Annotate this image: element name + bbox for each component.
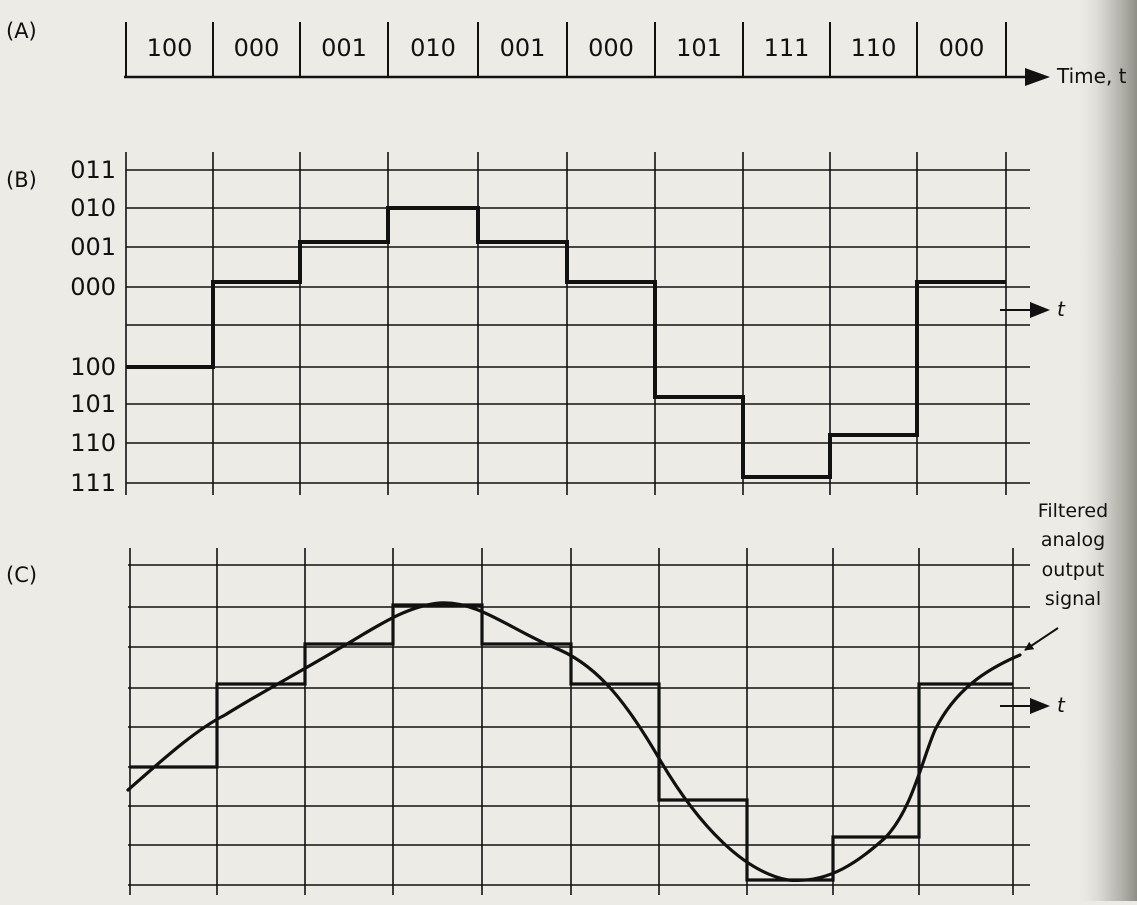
level-label: 101 [70,390,116,418]
code-label: 010 [410,34,456,62]
code-label: 001 [500,34,546,62]
panel-b: (B) 011 010 001 000 100 101 110 111 t [6,152,1066,497]
annotation-line: Filtered [1038,500,1108,522]
panel-c: (C) t Filtered analog output signal [6,500,1108,895]
code-label: 000 [588,34,634,62]
annotation-line: output [1042,559,1105,581]
filtered-signal-annotation: Filtered analog output signal [1038,500,1108,610]
page-edge-shadow [1075,0,1137,901]
filtered-analog-output-curve [126,601,1022,883]
level-label: 010 [70,194,116,222]
level-label: 110 [70,429,116,457]
panel-c-t-label: t [1057,693,1066,717]
panel-b-grid [125,152,1030,495]
panel-b-t-axis-arrow [1030,302,1050,318]
panel-b-t-label: t [1057,297,1066,321]
level-label: 111 [70,469,116,497]
annotation-line: signal [1045,588,1101,610]
level-label: 000 [70,273,116,301]
panel-a-axis-arrow [1025,68,1050,86]
code-label: 101 [676,34,722,62]
code-dividers [125,22,1007,77]
time-axis-label: Time, t [1056,64,1127,88]
panel-b-staircase-signal [126,206,1006,479]
code-label: 100 [147,34,193,62]
code-label: 000 [939,34,985,62]
panel-c-t-axis-arrow [1030,698,1050,714]
annotation-line: analog [1041,529,1105,551]
level-label: 100 [70,353,116,381]
level-label: 011 [70,156,116,184]
code-label: 000 [234,34,280,62]
panel-c-label: (C) [6,563,37,587]
annotation-pointer-arrow [1024,627,1059,651]
panel-c-grid [128,548,1030,895]
code-label: 001 [321,34,367,62]
panel-c-staircase-signal [130,603,1013,882]
panel-a-label: (A) [6,19,37,43]
code-label: 110 [851,34,897,62]
code-label: 111 [764,34,810,62]
level-label: 001 [70,233,116,261]
panel-b-label: (B) [6,168,37,192]
panel-a: (A) 100 000 001 010 001 000 101 111 110 000 Time,… [6,19,1127,88]
panel-b-level-labels: 011 010 001 000 100 101 110 111 [70,156,116,497]
code-labels: 100 000 001 010 001 000 101 111 110 000 [147,34,985,62]
